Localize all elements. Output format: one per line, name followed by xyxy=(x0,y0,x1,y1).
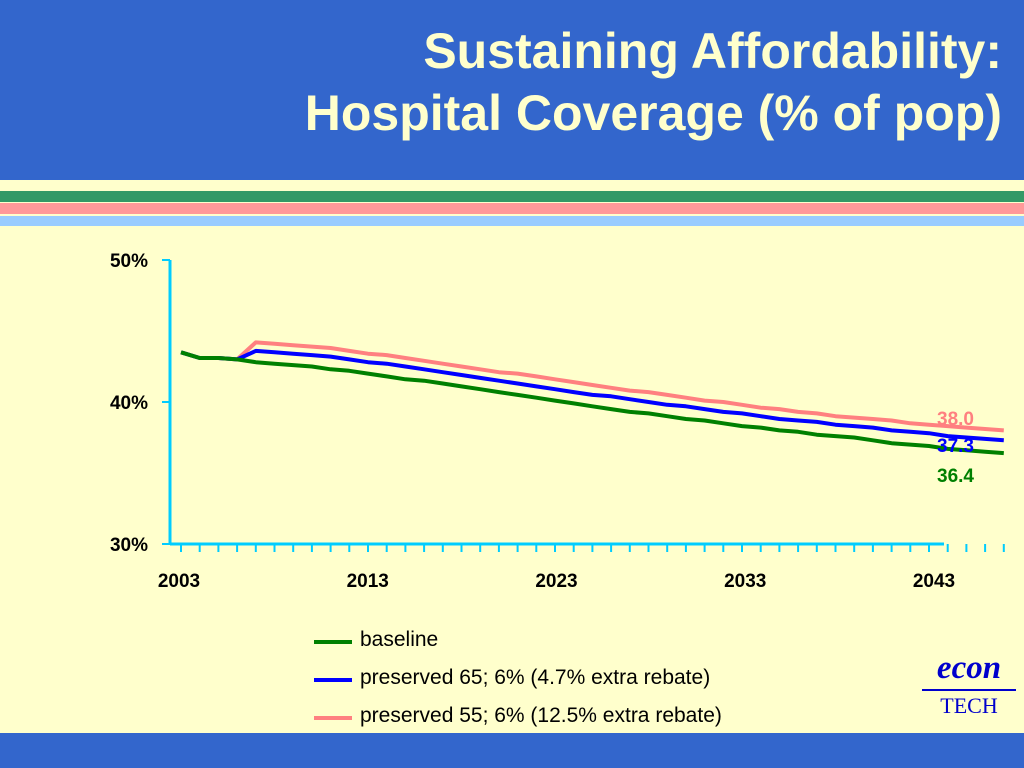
x-tick-label: 2043 xyxy=(913,571,955,592)
logo-tech-text: TECH xyxy=(940,693,998,718)
legend-swatch xyxy=(314,640,352,644)
logo-econ-text: econ xyxy=(936,650,1002,686)
stripe-green xyxy=(0,191,1024,202)
legend-label: preserved 55; 6% (12.5% extra rebate) xyxy=(360,704,722,727)
series-end-label: 38.0 xyxy=(937,409,974,430)
slide-title: Sustaining Affordability: Hospital Cover… xyxy=(305,20,1002,144)
slide-title-line-2: Hospital Coverage (% of pop) xyxy=(304,85,1002,141)
econtech-logo: econ TECH xyxy=(922,648,1016,718)
series-line xyxy=(180,340,1004,433)
series-line xyxy=(180,350,1004,456)
x-tick-label: 2023 xyxy=(535,571,577,592)
slide-title-line-1: Sustaining Affordability: xyxy=(423,23,1002,79)
logo-divider xyxy=(922,689,1016,691)
series-end-label: 36.4 xyxy=(937,466,974,487)
series-line xyxy=(180,348,1004,443)
x-tick-label: 2033 xyxy=(724,571,766,592)
y-tick-label: 30% xyxy=(110,535,148,556)
y-tick-label: 50% xyxy=(110,251,148,272)
x-tick-label: 2003 xyxy=(158,571,200,592)
legend-label: baseline xyxy=(360,628,439,651)
title-banner: Sustaining Affordability: Hospital Cover… xyxy=(0,0,1024,180)
legend-swatch xyxy=(314,678,352,682)
chart-labels: 36.4 37.3 38.0 xyxy=(937,409,974,487)
chart-axes: 30% 40% 50% 2003 2013 2023 2033 2043 xyxy=(110,251,1005,592)
legend-label: preserved 65; 6% (4.7% extra rebate) xyxy=(360,666,711,689)
legend-swatch xyxy=(314,716,352,720)
chart-series xyxy=(180,340,1004,456)
series-end-label: 37.3 xyxy=(937,436,974,457)
stripe-light-blue xyxy=(0,216,1024,226)
footer-bar xyxy=(0,733,1024,768)
stripe-pink xyxy=(0,203,1024,214)
x-tick-label: 2013 xyxy=(347,571,389,592)
y-tick-label: 40% xyxy=(110,393,148,414)
